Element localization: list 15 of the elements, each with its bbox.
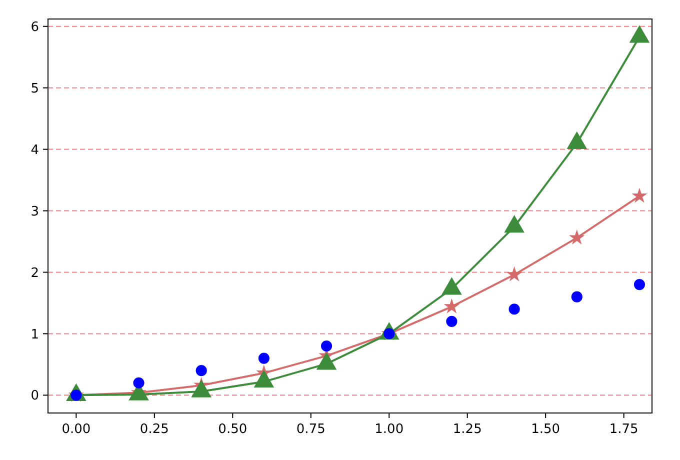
x-tick-label: 0.75: [296, 422, 326, 437]
y-tick-label: 0: [30, 388, 39, 404]
x-tick-label: 0.25: [140, 422, 169, 437]
x-tick-label: 0.50: [218, 422, 248, 437]
y-tick-label: 1: [30, 327, 39, 342]
y-tick-label: 6: [30, 20, 39, 35]
y-tick-label: 5: [30, 81, 39, 96]
x-tick-label: 1.75: [609, 422, 638, 437]
x-tick-label: 0.00: [62, 422, 91, 437]
y-tick-label: 2: [30, 266, 39, 281]
y-tick-label: 3: [30, 204, 39, 220]
y-tick-label: 4: [30, 142, 39, 158]
x-tick-label: 1.00: [374, 422, 404, 437]
x-tick-label: 1.25: [452, 422, 482, 437]
x-tick-label: 1.50: [531, 422, 560, 437]
